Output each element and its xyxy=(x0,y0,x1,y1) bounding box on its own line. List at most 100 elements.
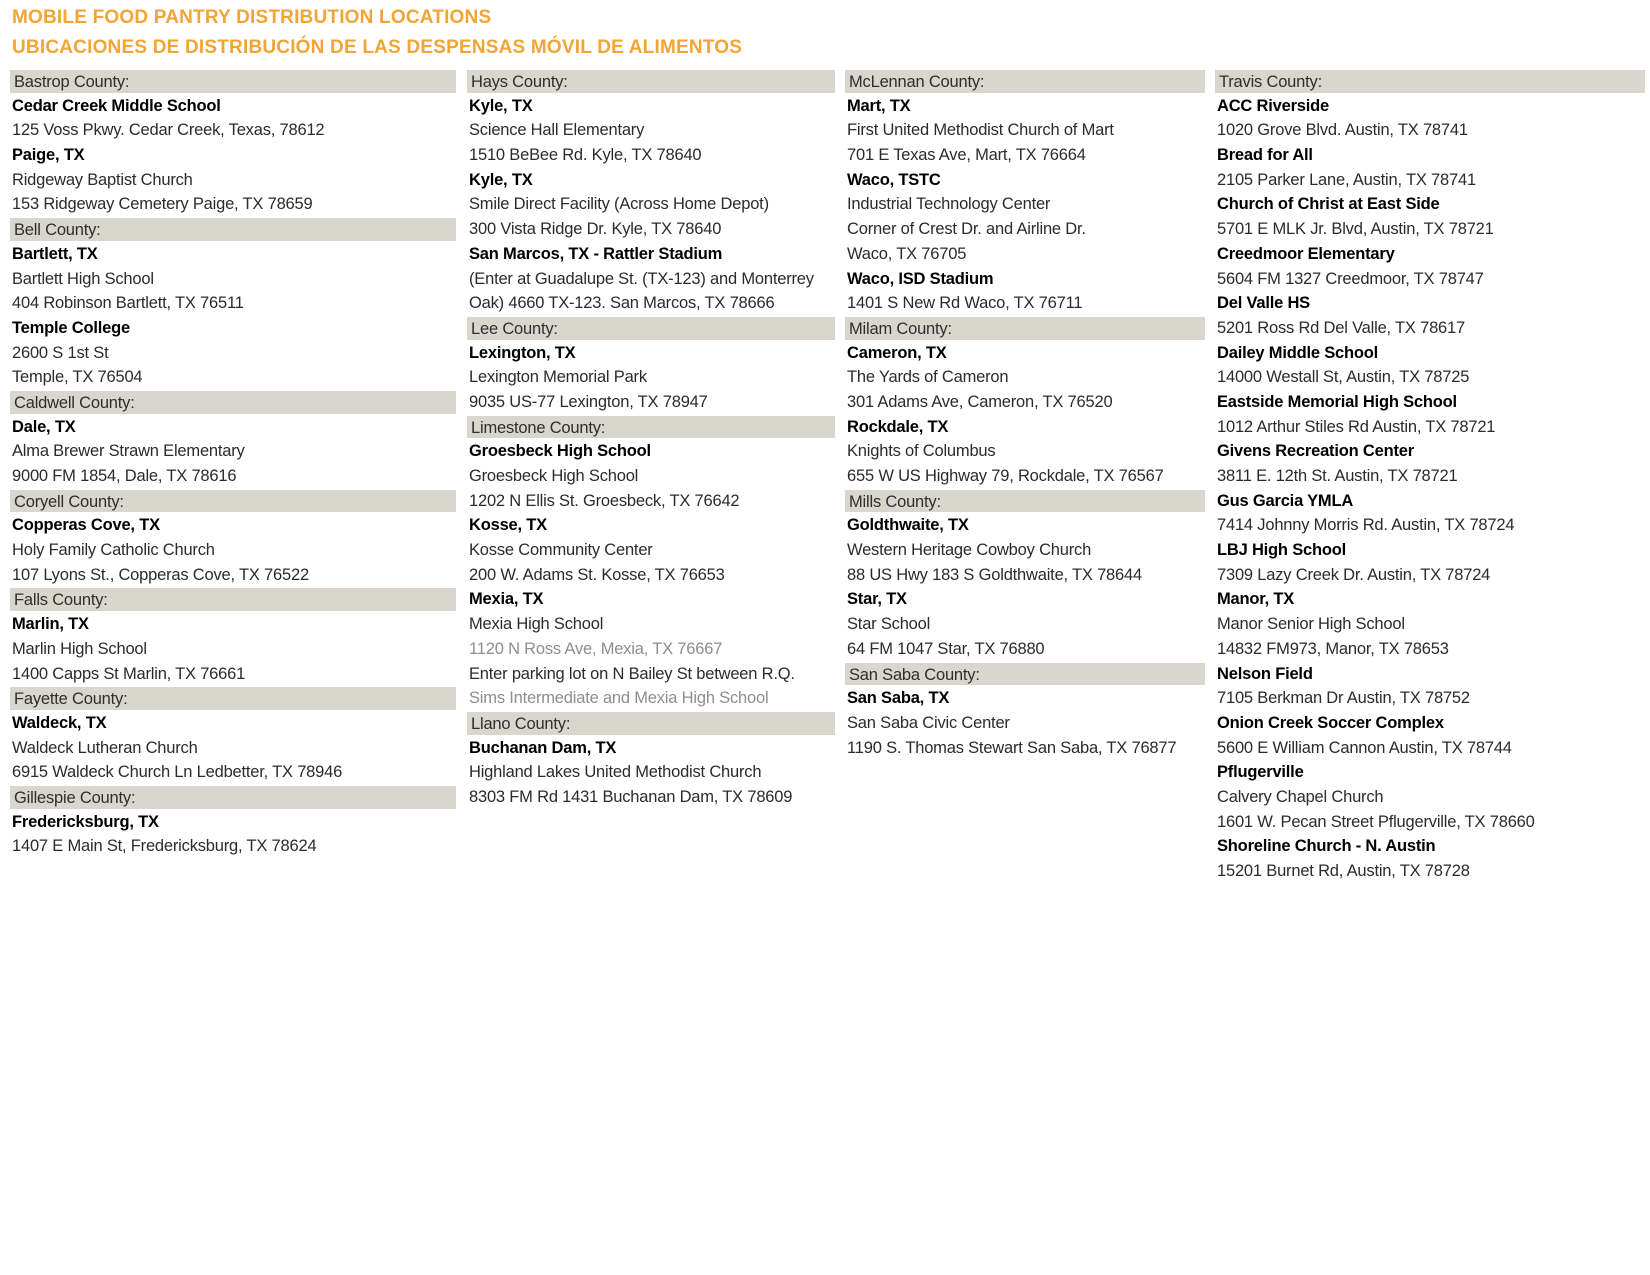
location-address: 2600 S 1st St xyxy=(12,343,109,362)
county-header: Travis County: xyxy=(1215,69,1645,94)
location-name: ACC Riverside xyxy=(1217,96,1330,115)
location-name: Mexia, TX xyxy=(469,590,544,609)
location-address: Groesbeck High School xyxy=(469,467,639,485)
county-column: Bastrop County: Cedar Creek Middle School… xyxy=(10,69,456,859)
location-name: Kosse, TX xyxy=(469,516,547,535)
county-header: Caldwell County: xyxy=(10,389,456,415)
county-header: McLennan County: xyxy=(845,69,1205,94)
location-address: 301 Adams Ave, Cameron, TX 76520 xyxy=(847,392,1113,411)
location-name: Dale, TX xyxy=(12,417,76,436)
county-header: Coryell County: xyxy=(10,488,456,514)
location-name: LBJ High School xyxy=(1217,541,1347,560)
location-address: 14832 FM973, Manor, TX 78653 xyxy=(1217,639,1449,658)
location-name: San Marcos, TX - Rattler Stadium xyxy=(469,244,723,263)
location-address: 9000 FM 1854, Dale, TX 78616 xyxy=(12,467,237,485)
location-address: 404 Robinson Bartlett, TX 76511 xyxy=(12,294,244,313)
location-name: Bartlett, TX xyxy=(12,244,98,263)
location-address: 5701 E MLK Jr. Blvd, Austin, TX 78721 xyxy=(1217,220,1494,239)
location-name: Church of Christ at East Side xyxy=(1217,195,1440,214)
location-name: Del Valle HS xyxy=(1217,294,1310,313)
location-address: Holy Family Catholic Church xyxy=(12,541,215,560)
location-address: 8303 FM Rd 1431 Buchanan Dam, TX 78609 xyxy=(469,787,793,806)
location-address: Smile Direct Facility (Across Home Depot… xyxy=(469,195,769,214)
location-address: Star School xyxy=(847,615,931,634)
location-address: Bartlett High School xyxy=(12,269,154,288)
location-name: Copperas Cove, TX xyxy=(12,516,160,535)
county-header: Lee County: xyxy=(467,315,835,341)
location-name: Pflugerville xyxy=(1217,763,1304,782)
county-column: Hays County: Kyle, TX Science Hall Element… xyxy=(467,69,835,810)
county-header: Hays County: xyxy=(467,69,835,94)
location-address: Oak) 4660 TX-123. San Marcos, TX 78666 xyxy=(469,294,775,313)
location-address: 200 W. Adams St. Kosse, TX 76653 xyxy=(469,565,725,584)
location-address: San Saba Civic Center xyxy=(847,713,1010,732)
county-header: San Saba County: xyxy=(845,661,1205,687)
location-address: Waldeck Lutheran Church xyxy=(12,738,198,757)
location-address: Knights of Columbus xyxy=(847,442,996,461)
location-address: 1601 W. Pecan Street Pflugerville, TX 78… xyxy=(1217,812,1535,831)
county-column: McLennan County: Mart, TX First United Met… xyxy=(845,69,1205,760)
location-address: 3811 E. 12th St. Austin, TX 78721 xyxy=(1217,467,1458,485)
location-name: Gus Garcia YMLA xyxy=(1217,491,1354,510)
location-address: 125 Voss Pkwy. Cedar Creek, Texas, 78612 xyxy=(12,121,325,140)
location-name: Kyle, TX xyxy=(469,96,533,115)
location-address: 7309 Lazy Creek Dr. Austin, TX 78724 xyxy=(1217,565,1491,584)
location-address-muted: Sims Intermediate and Mexia High School xyxy=(469,689,769,708)
location-name: Buchanan Dam, TX xyxy=(469,738,617,757)
location-address: 1510 BeBee Rd. Kyle, TX 78640 xyxy=(469,146,702,165)
county-header: Limestone County: xyxy=(467,414,835,440)
county-header: Milam County: xyxy=(845,315,1205,341)
location-name: Onion Creek Soccer Complex xyxy=(1217,713,1444,732)
county-header: Gillespie County: xyxy=(10,784,456,810)
county-header: Mills County: xyxy=(845,488,1205,514)
location-address: 5201 Ross Rd Del Valle, TX 78617 xyxy=(1217,318,1465,337)
location-address: 701 E Texas Ave, Mart, TX 76664 xyxy=(847,146,1086,165)
location-name: Groesbeck High School xyxy=(469,442,651,461)
location-name: Lexington, TX xyxy=(469,343,576,362)
location-name: Paige, TX xyxy=(12,146,85,165)
location-address: Highland Lakes United Methodist Church xyxy=(469,763,762,782)
location-address: Marlin High School xyxy=(12,639,147,658)
location-address: 1407 E Main St, Fredericksburg, TX 78624 xyxy=(12,837,317,856)
location-address: Kosse Community Center xyxy=(469,541,653,560)
location-address: 14000 Westall St, Austin, TX 78725 xyxy=(1217,368,1470,387)
location-name: San Saba, TX xyxy=(847,689,950,708)
location-address: 6915 Waldeck Church Ln Ledbetter, TX 789… xyxy=(12,763,343,782)
location-address: 1012 Arthur Stiles Rd Austin, TX 78721 xyxy=(1217,417,1496,436)
page-header: MOBILE FOOD PANTRY DISTRIBUTION LOCATION… xyxy=(12,3,742,63)
location-name: Eastside Memorial High School xyxy=(1217,392,1457,411)
location-name: Mart, TX xyxy=(847,96,911,115)
location-address: 7105 Berkman Dr Austin, TX 78752 xyxy=(1217,689,1470,708)
location-address: 9035 US-77 Lexington, TX 78947 xyxy=(469,392,708,411)
location-name: Rockdale, TX xyxy=(847,417,949,436)
location-address: Corner of Crest Dr. and Airline Dr. xyxy=(847,220,1086,239)
location-address: 107 Lyons St., Copperas Cove, TX 76522 xyxy=(12,565,309,584)
page-title-es: UBICACIONES DE DISTRIBUCIÓN DE LAS DESPE… xyxy=(12,37,743,58)
location-address: 7414 Johnny Morris Rd. Austin, TX 78724 xyxy=(1217,516,1515,535)
location-name: Waldeck, TX xyxy=(12,713,107,732)
location-address: 1400 Capps St Marlin, TX 76661 xyxy=(12,664,246,683)
location-name: Waco, ISD Stadium xyxy=(847,269,994,288)
location-address: (Enter at Guadalupe St. (TX-123) and Mon… xyxy=(469,269,814,288)
location-name: Goldthwaite, TX xyxy=(847,516,969,535)
location-address: Lexington Memorial Park xyxy=(469,368,647,387)
location-address: 2105 Parker Lane, Austin, TX 78741 xyxy=(1217,170,1476,189)
location-address: 88 US Hwy 183 S Goldthwaite, TX 78644 xyxy=(847,565,1142,584)
location-name: Dailey Middle School xyxy=(1217,343,1379,362)
county-header: Falls County: xyxy=(10,587,456,613)
location-address: Temple, TX 76504 xyxy=(12,368,143,387)
location-name: Cedar Creek Middle School xyxy=(12,96,221,115)
location-address: The Yards of Cameron xyxy=(847,368,1009,387)
location-name: Marlin, TX xyxy=(12,615,89,634)
location-address: Mexia High School xyxy=(469,615,604,634)
location-name: Waco, TSTC xyxy=(847,170,941,189)
location-address: 15201 Burnet Rd, Austin, TX 78728 xyxy=(1217,862,1470,880)
county-header: Bell County: xyxy=(10,217,456,242)
county-column: Travis County: ACC Riverside 1020 Grove Bl… xyxy=(1215,69,1645,884)
location-address: Alma Brewer Strawn Elementary xyxy=(12,442,245,461)
location-address: Waco, TX 76705 xyxy=(847,244,967,263)
location-address: 300 Vista Ridge Dr. Kyle, TX 78640 xyxy=(469,220,722,239)
location-name: Temple College xyxy=(12,318,130,337)
location-address: Industrial Technology Center xyxy=(847,195,1051,214)
